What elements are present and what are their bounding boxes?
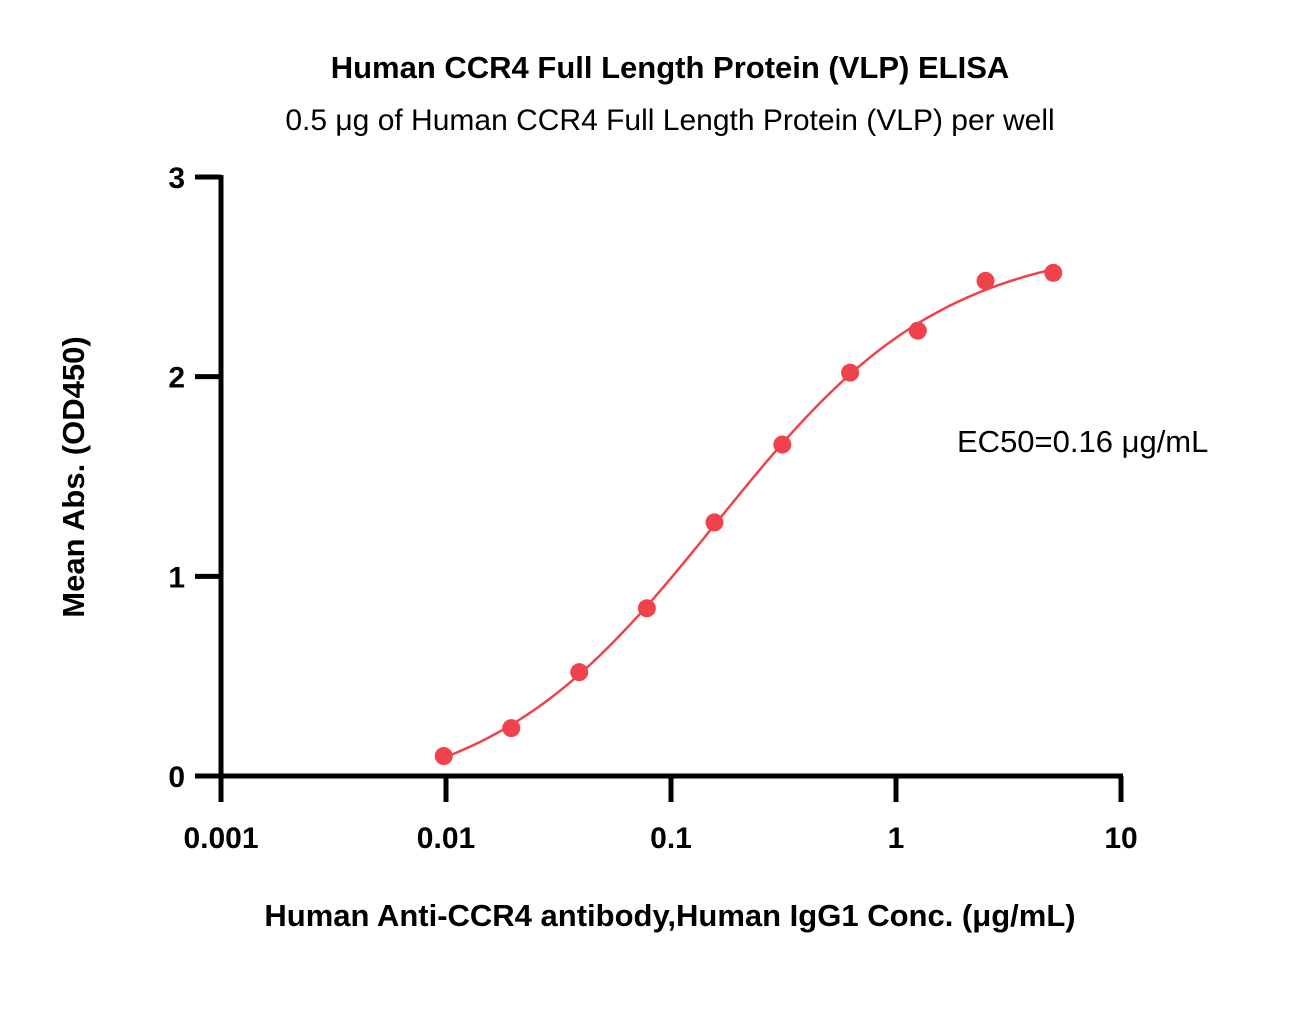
data-point: [1044, 263, 1063, 282]
data-point: [976, 271, 995, 290]
y-tick-label: 1: [168, 561, 185, 594]
x-tick-label: 1: [888, 822, 905, 855]
data-point: [502, 719, 521, 738]
ec50-annotation: EC50=0.16 μg/mL: [957, 424, 1208, 459]
data-point: [908, 321, 927, 340]
chart-subtitle: 0.5 μg of Human CCR4 Full Length Protein…: [285, 104, 1054, 137]
data-point: [841, 363, 860, 382]
chart-title: Human CCR4 Full Length Protein (VLP) ELI…: [331, 50, 1010, 85]
y-tick-label: 3: [168, 162, 185, 195]
data-point: [637, 599, 656, 618]
data-points-layer: [434, 263, 1063, 766]
data-point: [434, 747, 453, 766]
x-axis-title: Human Anti-CCR4 antibody,Human IgG1 Conc…: [264, 898, 1075, 933]
fit-curve: [443, 268, 1054, 759]
x-tick-label: 10: [1104, 822, 1137, 855]
x-tick-label: 0.001: [183, 822, 258, 855]
data-point: [705, 513, 724, 532]
y-tick-label: 0: [168, 761, 185, 794]
x-tick-label: 0.01: [417, 822, 475, 855]
y-axis-title: Mean Abs. (OD450): [56, 336, 91, 617]
fit-curve-layer: [443, 268, 1054, 759]
data-point: [773, 435, 792, 454]
axes: 0.001 0.01 0.1 1 10 0 1 2 3: [168, 162, 1137, 855]
data-point: [570, 663, 589, 682]
y-tick-label: 2: [168, 362, 185, 395]
x-tick-label: 0.1: [650, 822, 692, 855]
